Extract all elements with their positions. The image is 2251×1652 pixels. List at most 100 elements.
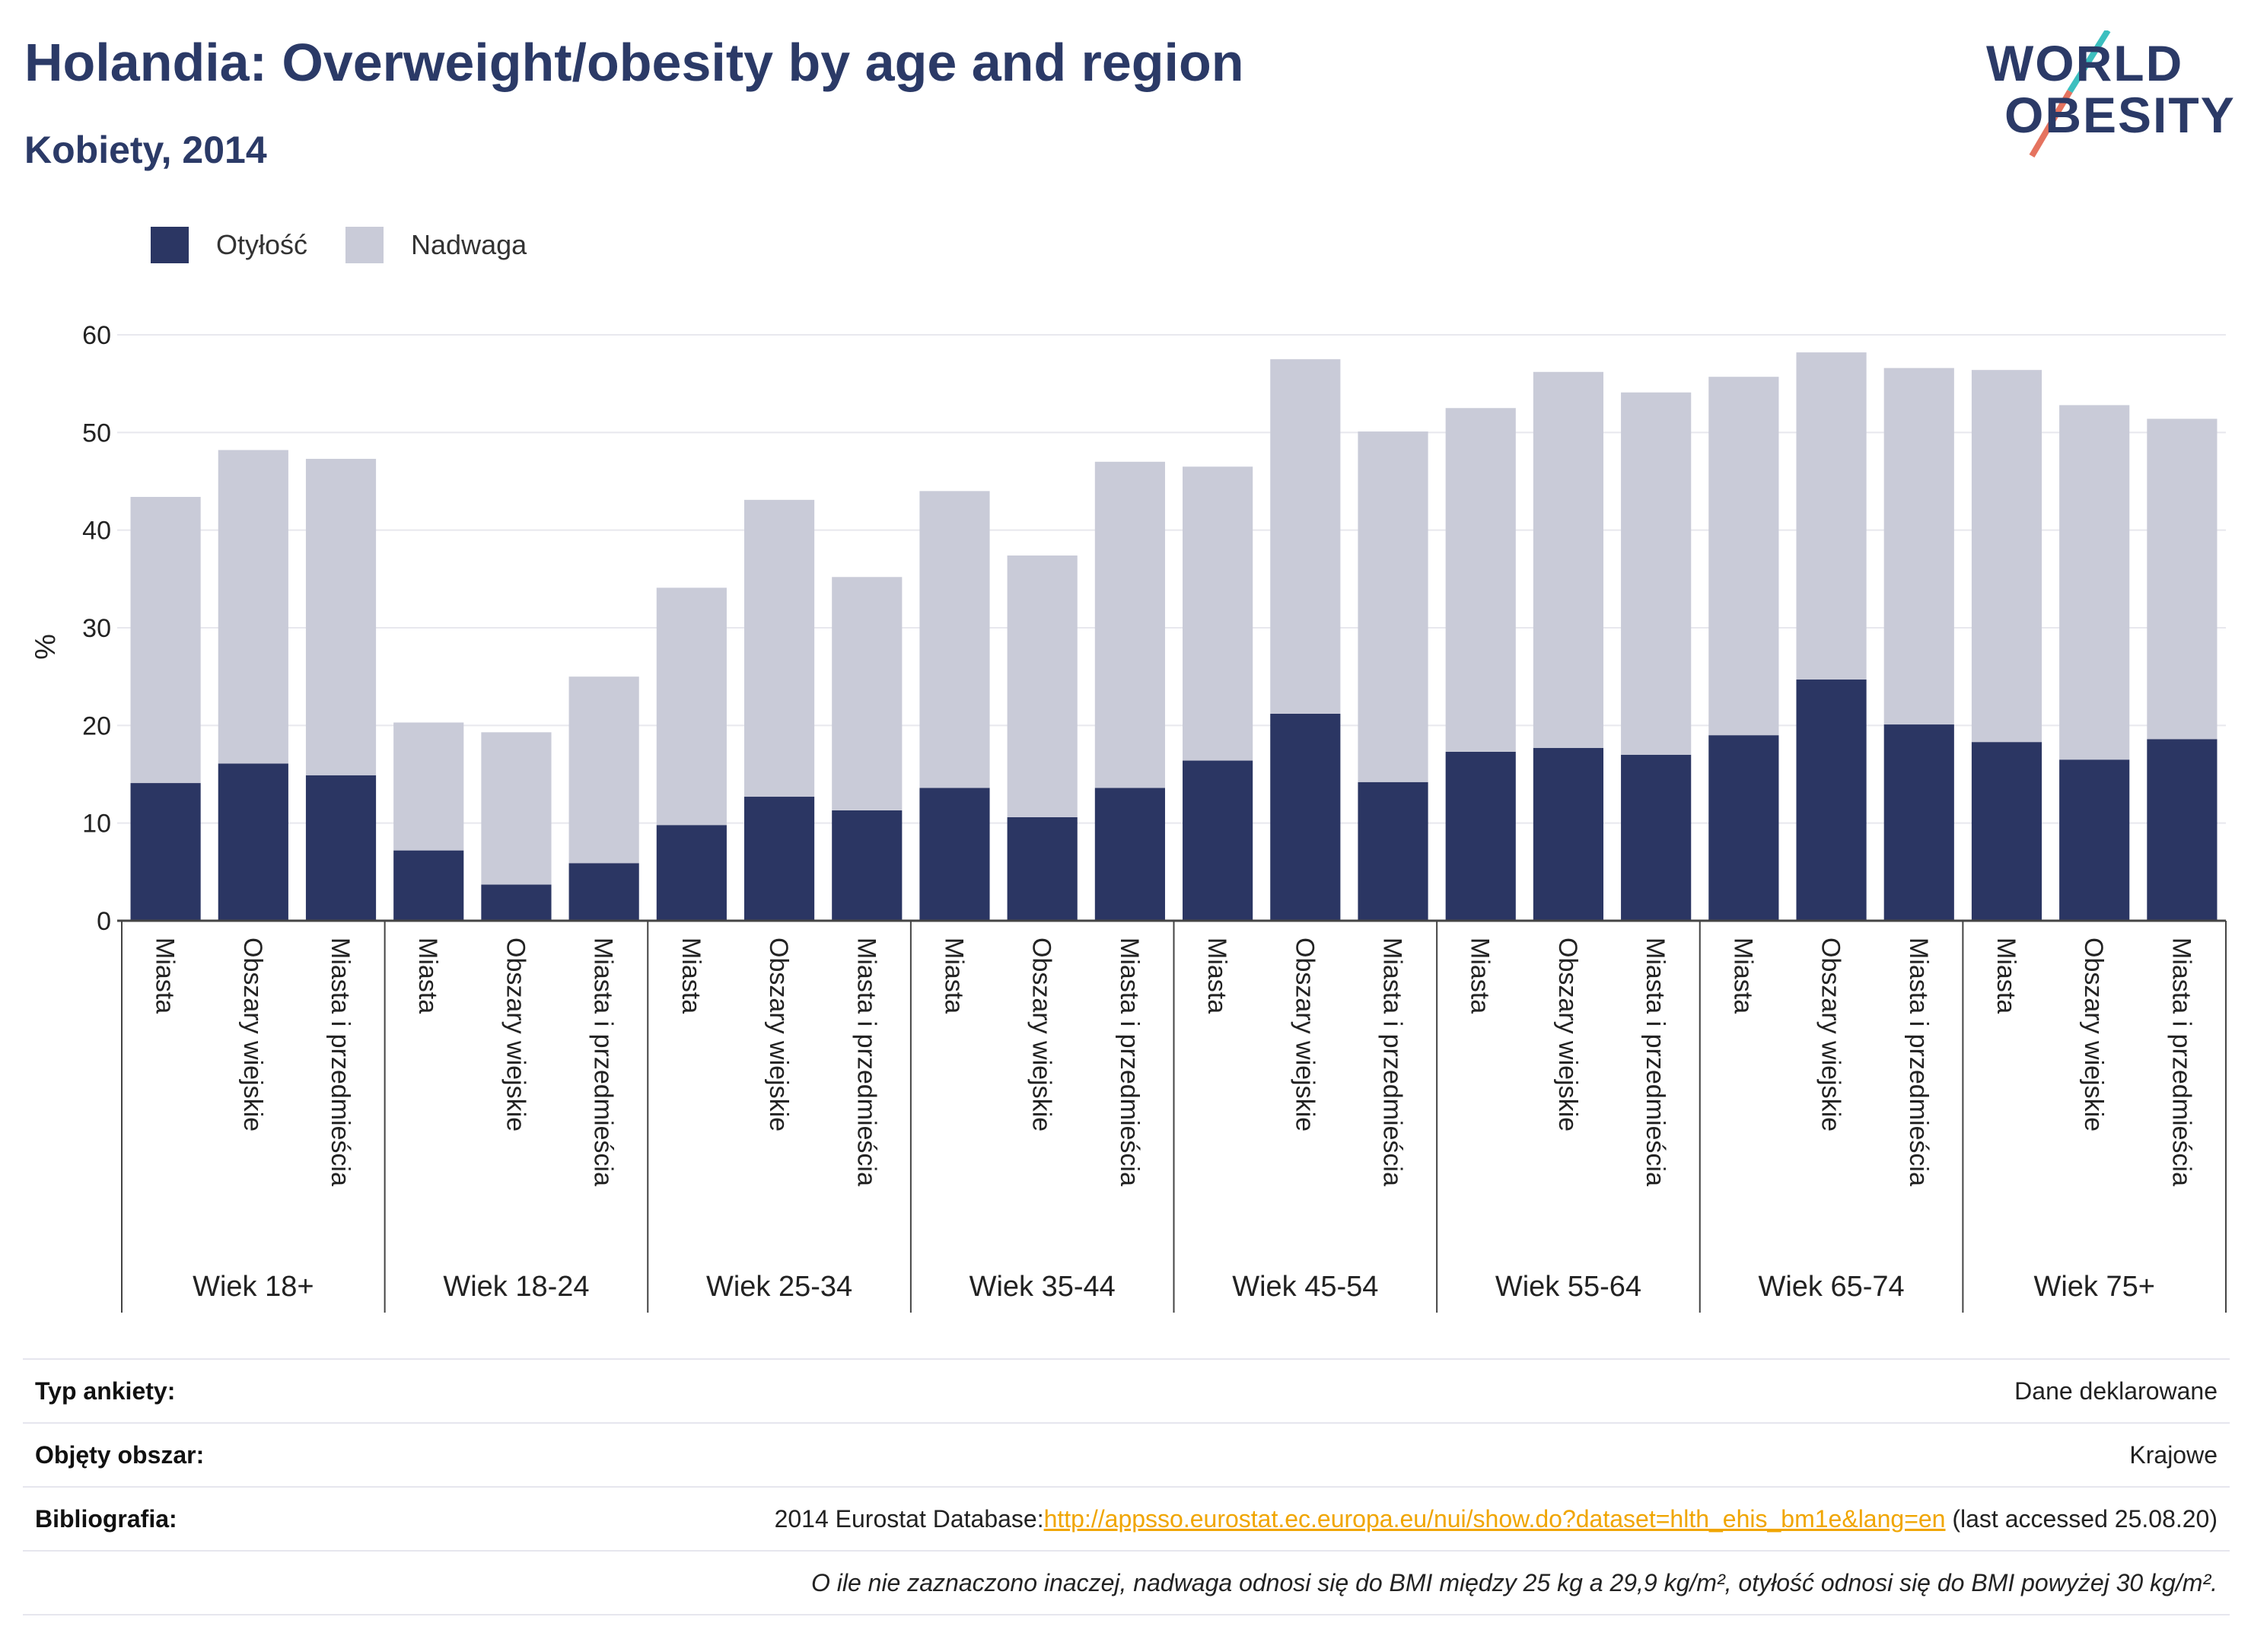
bibliography-suffix: (last accessed 25.08.20) bbox=[1945, 1504, 2218, 1533]
bar-overweight bbox=[1533, 371, 1604, 748]
bar-obesity bbox=[1094, 788, 1165, 921]
bar-overweight bbox=[2147, 419, 2218, 740]
logo-line-1: WORLD bbox=[1986, 35, 2184, 91]
info-value-survey-type: Dane deklarowane bbox=[2014, 1377, 2218, 1405]
bibliography-prefix: 2014 Eurostat Database: bbox=[774, 1504, 1044, 1533]
bar-overweight bbox=[1971, 370, 2042, 743]
info-value-coverage: Krajowe bbox=[2129, 1440, 2218, 1469]
x-tick-label: Obszary wiejskie bbox=[501, 937, 530, 1132]
x-tick-label: Miasta bbox=[677, 937, 705, 1014]
bar-obesity bbox=[1358, 781, 1428, 921]
x-tick-label: Miasta i przedmieścia bbox=[1641, 937, 1670, 1186]
x-tick-label: Miasta i przedmieścia bbox=[1904, 937, 1933, 1186]
x-tick-label: Miasta bbox=[1466, 937, 1495, 1014]
bar-obesity bbox=[1796, 680, 1867, 921]
info-value-bibliography: 2014 Eurostat Database:http://appsso.eur… bbox=[775, 1505, 2218, 1533]
legend-label-overweight: Nadwaga bbox=[411, 229, 527, 260]
x-tick-label: Miasta bbox=[1992, 937, 2020, 1014]
chart-legend: Otyłość Nadwaga bbox=[151, 225, 565, 265]
bar-obesity bbox=[1971, 742, 2042, 921]
bar-obesity bbox=[481, 884, 552, 921]
bar-obesity bbox=[832, 810, 903, 921]
legend-item-obesity: Otyłość bbox=[151, 227, 307, 263]
x-tick-label: Obszary wiejskie bbox=[1816, 937, 1845, 1132]
x-tick-label: Obszary wiejskie bbox=[238, 937, 267, 1132]
group-label: Wiek 25-34 bbox=[706, 1271, 852, 1303]
bar-overweight bbox=[1007, 555, 1078, 817]
bar-obesity bbox=[1445, 751, 1516, 921]
y-tick-label: 50 bbox=[82, 419, 111, 447]
x-tick-label: Miasta bbox=[413, 937, 442, 1014]
bar-overweight bbox=[1270, 359, 1341, 714]
info-key-survey-type: Typ ankiety: bbox=[35, 1377, 176, 1405]
x-tick-label: Miasta i przedmieścia bbox=[1378, 937, 1407, 1186]
x-tick-label: Miasta i przedmieścia bbox=[1115, 937, 1144, 1186]
world-obesity-logo: WORLD OBESITY bbox=[1986, 30, 2234, 167]
bar-obesity bbox=[130, 783, 201, 921]
legend-item-overweight: Nadwaga bbox=[345, 227, 527, 263]
info-table: Typ ankiety: Dane deklarowane Objęty obs… bbox=[23, 1358, 2230, 1615]
y-tick-label: 20 bbox=[82, 711, 111, 740]
y-axis-label: % bbox=[30, 634, 62, 660]
y-tick-label: 40 bbox=[82, 517, 111, 546]
bar-obesity bbox=[1708, 735, 1779, 921]
bar-overweight bbox=[1445, 408, 1516, 752]
logo-line-2: OBESITY bbox=[2004, 87, 2236, 143]
bar-overweight bbox=[1796, 352, 1867, 680]
logo-slash-icon bbox=[2029, 30, 2111, 158]
x-tick-label: Obszary wiejskie bbox=[1553, 937, 1582, 1132]
bar-overweight bbox=[568, 676, 639, 864]
group-label: Wiek 75+ bbox=[2033, 1271, 2154, 1303]
bibliography-link[interactable]: http://appsso.eurostat.ec.europa.eu/nui/… bbox=[1043, 1504, 1946, 1533]
bar-overweight bbox=[656, 587, 727, 826]
x-tick-label: Miasta bbox=[1202, 937, 1231, 1014]
bar-obesity bbox=[1621, 754, 1692, 921]
bar-obesity bbox=[305, 775, 377, 921]
group-label: Wiek 35-44 bbox=[969, 1271, 1116, 1303]
chart-title: Holandia: Overweight/obesity by age and … bbox=[24, 33, 1244, 92]
y-tick-label: 0 bbox=[97, 907, 111, 936]
bar-obesity bbox=[919, 788, 990, 921]
bar-obesity bbox=[1007, 816, 1078, 921]
x-tick-label: Obszary wiejskie bbox=[1027, 937, 1056, 1132]
bar-obesity bbox=[1183, 760, 1253, 921]
info-row-note: O ile nie zaznaczono inaczej, nadwaga od… bbox=[23, 1550, 2230, 1615]
info-row-survey-type: Typ ankiety: Dane deklarowane bbox=[23, 1358, 2230, 1422]
bar-overweight bbox=[130, 497, 201, 784]
bar-overweight bbox=[218, 450, 288, 764]
bar-overweight bbox=[1621, 392, 1692, 755]
x-tick-label: Obszary wiejskie bbox=[1290, 937, 1319, 1132]
group-label: Wiek 45-54 bbox=[1232, 1271, 1378, 1303]
bar-obesity bbox=[218, 763, 288, 921]
bar-overweight bbox=[832, 577, 903, 810]
bar-obesity bbox=[1533, 747, 1604, 921]
y-tick-label: 10 bbox=[82, 810, 111, 839]
x-tick-label: Miasta bbox=[939, 937, 968, 1014]
x-tick-label: Miasta i przedmieścia bbox=[326, 937, 355, 1186]
info-row-coverage: Objęty obszar: Krajowe bbox=[23, 1422, 2230, 1486]
bar-overweight bbox=[1183, 466, 1253, 761]
bar-overweight bbox=[743, 499, 815, 797]
bar-overweight bbox=[1708, 377, 1779, 736]
x-tick-label: Miasta i przedmieścia bbox=[852, 937, 880, 1186]
bar-obesity bbox=[568, 863, 639, 921]
bar-obesity bbox=[2059, 759, 2130, 921]
x-tick-label: Obszary wiejskie bbox=[764, 937, 793, 1132]
bar-obesity bbox=[743, 797, 815, 921]
x-tick-label: Miasta i przedmieścia bbox=[589, 937, 618, 1186]
stacked-bar-chart: 0 10 20 30 40 50 60% Miasta Obszary wiejskie Mias… bbox=[30, 321, 2227, 1313]
x-tick-label: Miasta bbox=[151, 937, 180, 1014]
bar-overweight bbox=[1094, 461, 1165, 788]
y-tick-label: 30 bbox=[82, 614, 111, 643]
bar-obesity bbox=[2147, 739, 2218, 921]
bar-overweight bbox=[1883, 368, 1954, 725]
bar-obesity bbox=[1883, 724, 1954, 921]
info-key-bibliography: Bibliografia: bbox=[35, 1504, 177, 1533]
x-tick-label: Miasta i przedmieścia bbox=[2167, 937, 2195, 1186]
group-label: Wiek 18-24 bbox=[443, 1271, 589, 1303]
bar-obesity bbox=[393, 850, 464, 921]
legend-label-obesity: Otyłość bbox=[216, 229, 308, 260]
bar-obesity bbox=[656, 825, 727, 921]
bar-overweight bbox=[305, 458, 377, 775]
bar-overweight bbox=[919, 491, 990, 788]
